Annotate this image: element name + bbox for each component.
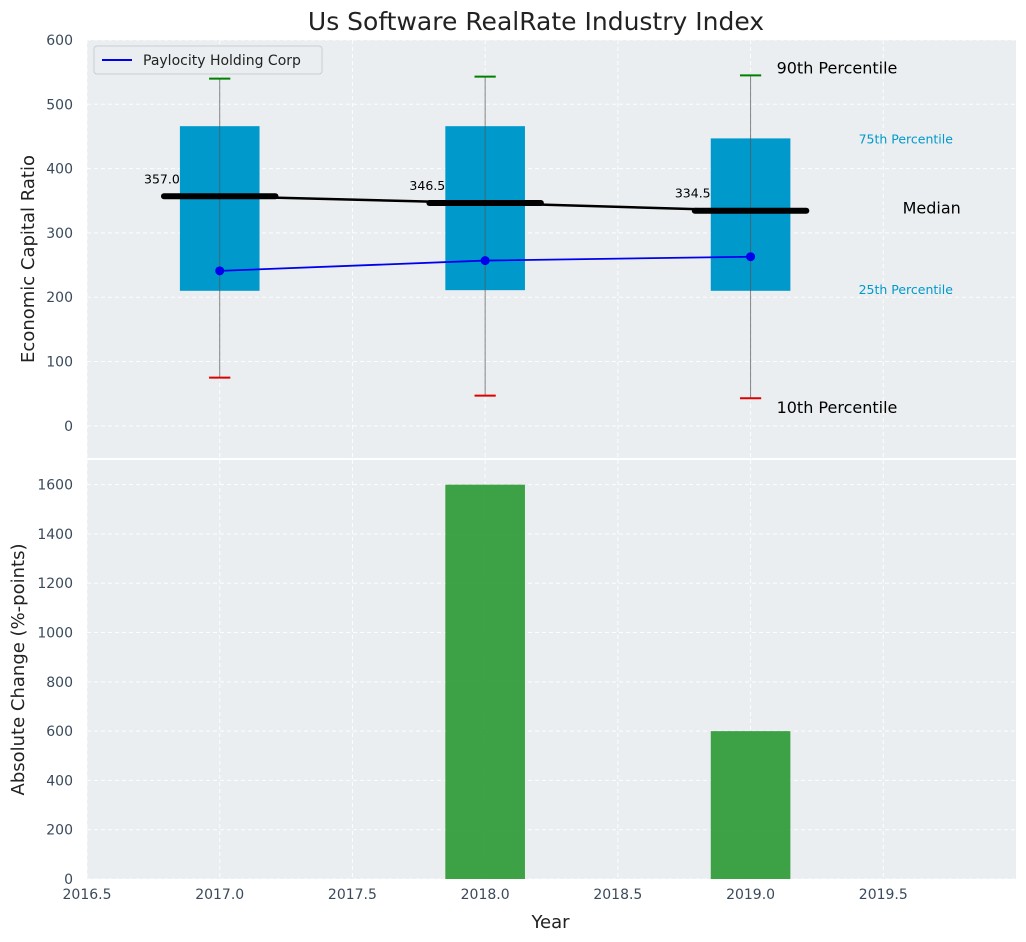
legend-box [93, 45, 323, 75]
y-tick-label: 500 [46, 97, 73, 113]
x-tick-label: 2018.0 [461, 887, 510, 903]
change-bar-gridlines [86, 460, 1016, 880]
y-tick-label: 0 [64, 872, 73, 888]
annotation-10th-percentile: 10th Percentile [777, 398, 898, 417]
change-bar-y-axis-label: Absolute Change (%-points) [8, 544, 29, 796]
median-value-label: 334.5 [675, 186, 711, 201]
y-tick-label: 300 [46, 226, 73, 242]
change-bar [710, 731, 791, 879]
median-value-label: 346.5 [409, 178, 445, 193]
company-series-point [746, 252, 756, 262]
y-tick-label: 600 [46, 724, 73, 740]
x-tick-label: 2019.5 [859, 887, 908, 903]
annotation-median: Median [903, 199, 961, 218]
x-tick-label: 2017.0 [195, 887, 244, 903]
annotation-75th-percentile: 75th Percentile [859, 131, 954, 146]
y-tick-label: 1200 [37, 576, 73, 592]
y-tick-label: 600 [46, 33, 73, 49]
change-bar-panel: 0 200 400 600 800 1000 1200 1400 1600 2016.5 2017… [8, 460, 1016, 933]
y-tick-label: 400 [46, 773, 73, 789]
y-tick-label: 200 [46, 290, 73, 306]
x-tick-label: 2017.5 [328, 887, 377, 903]
legend: Paylocity Holding Corp [93, 45, 323, 75]
chart-title: Us Software RealRate Industry Index [308, 7, 764, 36]
box-plot-marks: 357.0 346.5 334.5 90th Percentile 10th Perce… [144, 58, 961, 417]
median-value-label: 357.0 [144, 171, 180, 186]
box-plot-y-ticks: 0 100 200 300 400 500 600 [46, 33, 73, 435]
x-tick-label: 2016.5 [63, 887, 112, 903]
change-bar-x-ticks: 2016.5 2017.0 2017.5 2018.0 2018.5 2019.0 2019… [63, 887, 908, 903]
x-tick-label: 2018.5 [593, 887, 642, 903]
y-tick-label: 1400 [37, 527, 73, 543]
y-tick-label: 1600 [37, 478, 73, 494]
change-bar-y-ticks: 0 200 400 600 800 1000 1200 1400 1600 [37, 478, 73, 888]
company-series-point [215, 266, 225, 276]
change-bars [445, 484, 791, 879]
change-bar-background [87, 460, 1016, 879]
box-plot-y-axis-label: Economic Capital Ratio [18, 155, 39, 363]
y-tick-label: 0 [64, 419, 73, 435]
y-tick-label: 100 [46, 355, 73, 371]
box-plot-panel: 0 100 200 300 400 500 600 357.0 346.5 334.5 90th … [18, 33, 1016, 458]
x-axis-label: Year [530, 912, 570, 933]
y-tick-label: 400 [46, 162, 73, 178]
y-tick-label: 200 [46, 823, 73, 839]
annotation-25th-percentile: 25th Percentile [859, 282, 954, 297]
median-trend-line [219, 195, 751, 212]
change-bar [445, 484, 525, 879]
y-tick-label: 1000 [37, 626, 73, 642]
legend-label-paylocity: Paylocity Holding Corp [143, 53, 301, 69]
annotation-90th-percentile: 90th Percentile [777, 58, 898, 77]
x-tick-label: 2019.0 [726, 887, 775, 903]
y-tick-label: 800 [46, 675, 73, 691]
company-series-point [480, 256, 490, 266]
